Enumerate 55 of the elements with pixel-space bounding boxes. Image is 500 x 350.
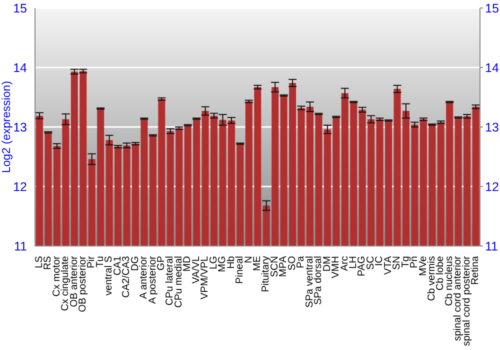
y-tick-label: 11 [14,239,28,254]
x-tick-label: OB posterior [77,255,88,312]
x-tick-label: Pineal [234,256,246,284]
x-tick-label: LG [208,256,220,270]
x-tick-label: Pn [409,256,420,268]
y2-tick-label: 12 [485,180,499,194]
x-tick-label: A anterior [138,255,150,299]
x-tick-label: Cb lobe [435,256,446,290]
x-tick-label: CA1 [112,256,124,276]
x-tick-label: Retina [470,256,482,285]
x-tick-label: CA2/CA3 [121,256,132,298]
x-tick-label: ventral S [104,256,115,296]
x-tick-label: Arc [339,256,350,271]
x-tick-label: VA/VL [190,256,202,284]
x-tick-label: Hb [226,256,237,269]
x-tick-label: Pituitary [260,256,272,292]
x-tick-label: SPa dorsal [313,256,324,305]
x-tick-label: SC [365,256,376,270]
x-tick-label: spinal cord posterior [461,255,472,346]
x-tick-label: MVe [418,256,429,276]
x-tick-label: Cx cingulate [60,256,72,312]
x-tick-label: SN [392,256,403,270]
y-tick-label: 14 [13,60,28,75]
x-tick-label: VMH [330,256,342,278]
y2-tick-label: 15 [485,1,499,16]
y2-tick-label: 11 [485,239,498,254]
x-tick-label: N [243,256,254,264]
x-tick-label: SCN [269,256,280,278]
x-tick-label: DM [322,256,333,272]
y2-tick-label: 14 [485,60,499,75]
x-tick-label: VPM/VPL [200,256,211,300]
x-tick-label: ME [252,256,263,271]
x-tick-label: LH [348,256,359,269]
x-tick-label: PAG [356,256,368,276]
y2-tick-label: 13 [485,120,499,134]
x-tick-label: CPu medial [173,256,184,308]
x-tick-label: OB anterior [68,255,80,308]
x-tick-label: VTA [382,256,394,275]
x-tick-label: A posterior [147,255,158,304]
x-tick-label: spinal cord anterior [452,255,464,342]
x-tick-label: IC [374,256,386,266]
x-tick-label: LS [34,256,45,268]
x-tick-label: Tg [400,256,412,268]
y-tick-label: 13 [13,120,28,134]
x-tick-label: Pa [296,256,307,268]
y-tick-label: 12 [13,180,28,194]
x-tick-label: DG [130,256,141,271]
x-tick-label: MPA [278,256,290,277]
y-tick-label: 15 [13,1,28,16]
y-axis-title: Log2 (expression) [1,80,13,174]
x-tick-label: Tu [94,256,106,268]
x-tick-label: SO [286,256,298,270]
x-tick-label: Cb nucleus [444,256,455,306]
x-tick-label: Pir [86,255,98,268]
x-tick-label: RS [42,256,54,270]
